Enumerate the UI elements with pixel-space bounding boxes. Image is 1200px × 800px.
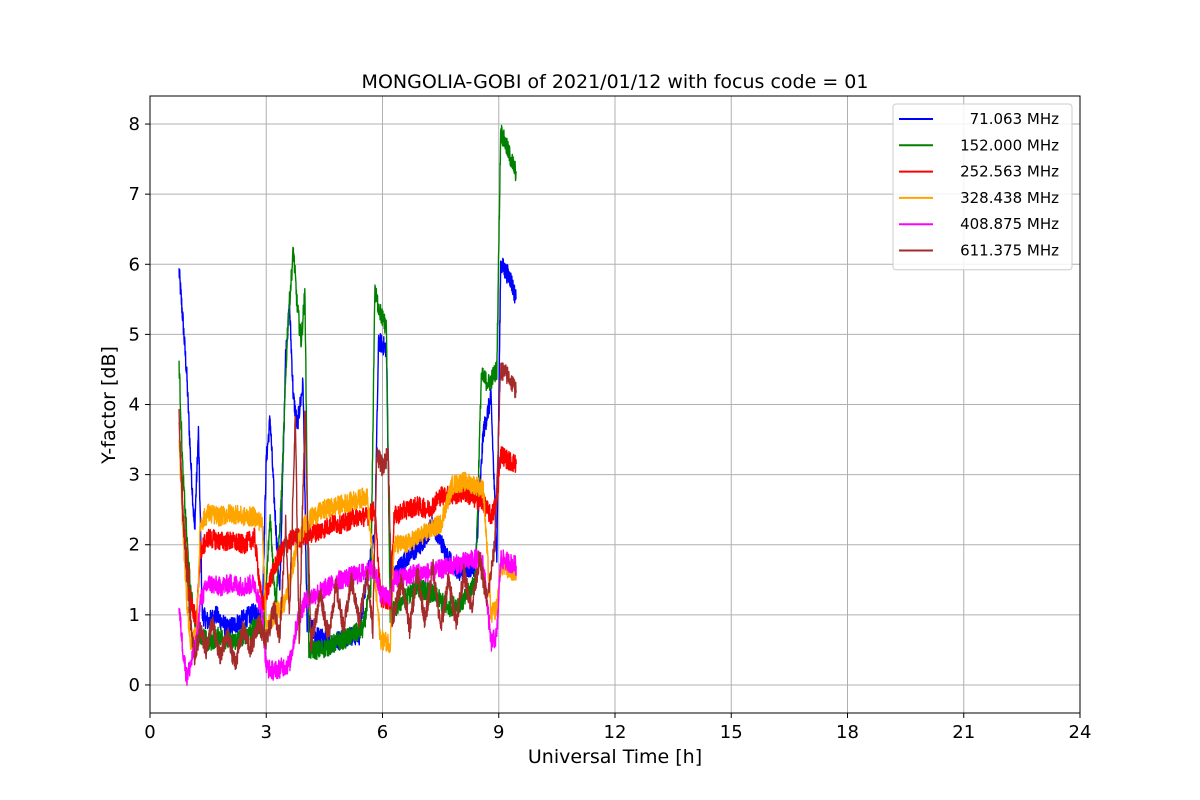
x-tick-label: 15: [720, 722, 743, 743]
y-tick-label: 2: [129, 535, 140, 556]
x-tick-label: 24: [1069, 722, 1092, 743]
series-line-0: [178, 257, 517, 653]
x-tick-label: 12: [604, 722, 627, 743]
legend-label: 611.375 MHz: [960, 242, 1059, 260]
y-tick-label: 8: [129, 114, 140, 135]
x-tick-label: 6: [377, 722, 388, 743]
x-axis-label: Universal Time [h]: [528, 746, 702, 768]
legend-label: 408.875 MHz: [960, 215, 1059, 233]
legend: 71.063 MHz 152.000 MHz 252.563 MHz 328.438 …: [892, 103, 1073, 271]
legend-label: 71.063 MHz: [970, 110, 1059, 128]
y-tick-label: 6: [129, 254, 140, 275]
y-axis-label: Y-factor [dB]: [98, 346, 120, 465]
series-line-3: [178, 439, 517, 654]
x-tick-label: 21: [952, 722, 975, 743]
x-tick-label: 9: [493, 722, 504, 743]
legend-label: 328.438 MHz: [960, 189, 1059, 207]
legend-label: 152.000 MHz: [960, 136, 1059, 154]
chart-title: MONGOLIA-GOBI of 2021/01/12 with focus c…: [362, 71, 869, 93]
y-tick-label: 5: [129, 324, 140, 345]
x-tick-label: 0: [144, 722, 155, 743]
y-tick-label: 4: [129, 395, 140, 416]
y-tick-label: 3: [129, 465, 140, 486]
y-tick-label: 7: [129, 184, 140, 205]
y-tick-label: 0: [129, 675, 140, 696]
x-tick-label: 3: [261, 722, 272, 743]
series-layer: [178, 124, 517, 686]
legend-label: 252.563 MHz: [960, 163, 1059, 181]
legend-box: [892, 103, 1073, 271]
y-tick-label: 1: [129, 605, 140, 626]
series-line-4: [178, 548, 517, 686]
x-tick-label: 18: [836, 722, 859, 743]
series-line-5: [178, 362, 517, 671]
